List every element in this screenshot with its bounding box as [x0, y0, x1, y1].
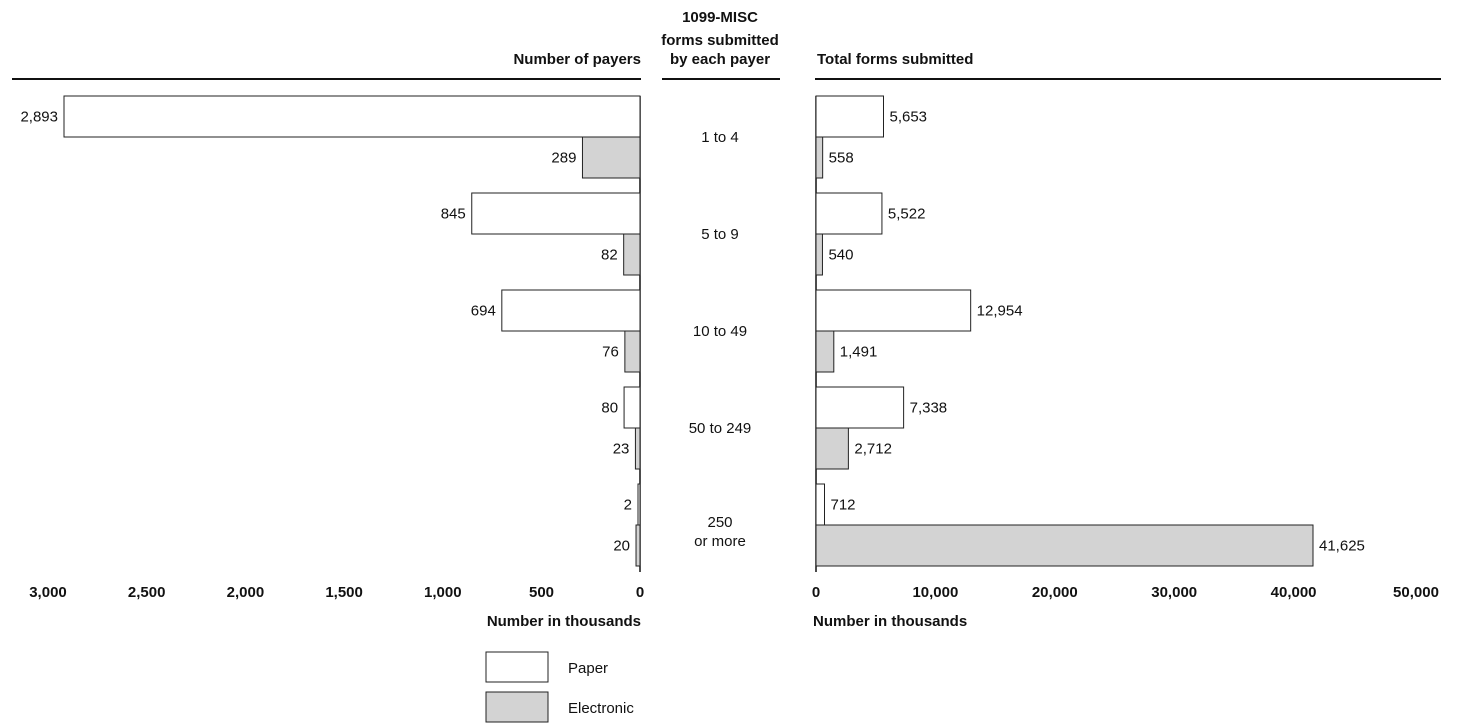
- forms-bar-paper-1-to-4: [815, 95, 884, 138]
- forms-bar-electronic-50-to-249: [815, 427, 849, 470]
- legend-electronic-label: Electronic: [568, 700, 634, 717]
- forms-bar-paper-50-to-249: [815, 386, 905, 429]
- center-header-line-2: forms submitted: [661, 32, 779, 49]
- forms-bar-paper-5-to-9: [815, 192, 883, 235]
- right-tick-group: 0 10,000 20,000 30,000 40,000 50,000: [812, 584, 1439, 601]
- payers-label-paper-5-to-9: 845: [441, 206, 466, 223]
- payers-label-electronic-1-to-4: 289: [551, 150, 576, 167]
- payers-bar-paper-50-to-249: [623, 386, 641, 429]
- payers-bar-paper-1-to-4: [63, 95, 641, 138]
- payers-label-paper-250-or-more: 2: [624, 497, 632, 514]
- right-tick-20-000: 20,000: [1032, 584, 1078, 601]
- legend-paper-swatch: [485, 651, 549, 683]
- category-label-1-to-4: 1 to 4: [701, 129, 739, 146]
- left-tick-1-500: 1,500: [325, 584, 363, 601]
- forms-bar-electronic-1-to-4: [815, 136, 824, 179]
- forms-bar-paper-250-or-more: [815, 483, 826, 526]
- forms-bar-electronic-5-to-9: [815, 233, 823, 276]
- payers-label-paper-10-to-49: 694: [471, 303, 496, 320]
- left-tick-2-000: 2,000: [227, 584, 265, 601]
- forms-label-paper-50-to-249: 7,338: [910, 400, 948, 417]
- forms-label-paper-1-to-4: 5,653: [889, 109, 927, 126]
- right-panel-title: Total forms submitted: [817, 51, 973, 68]
- right-tick-40-000: 40,000: [1271, 584, 1317, 601]
- left-tick-group: 3,000 2,500 2,000 1,500 1,000 500 0: [29, 584, 644, 601]
- payers-bar-paper-250-or-more: [637, 483, 641, 526]
- center-header-line-3: by each payer: [670, 51, 770, 68]
- center-header-line-1: 1099-MISC: [682, 9, 758, 26]
- right-tick-10-000: 10,000: [912, 584, 958, 601]
- forms-label-electronic-1-to-4: 558: [829, 150, 854, 167]
- right-tick-0: 0: [812, 584, 820, 601]
- left-tick-3-000: 3,000: [29, 584, 67, 601]
- category-label-250-or-more-line-1: 250: [707, 514, 732, 531]
- legend-electronic-swatch: [485, 691, 549, 723]
- left-tick-0: 0: [636, 584, 644, 601]
- payers-bar-electronic-1-to-4: [581, 136, 641, 179]
- category-label-50-to-249: 50 to 249: [689, 420, 752, 437]
- forms-label-electronic-5-to-9: 540: [828, 247, 853, 264]
- forms-label-paper-10-to-49: 12,954: [977, 303, 1023, 320]
- left-bar-group: 2,893 289 845 82 694 76 80 23 2 20: [20, 95, 641, 567]
- right-tick-30-000: 30,000: [1151, 584, 1197, 601]
- legend-paper-label: Paper: [568, 660, 608, 677]
- left-tick-500: 500: [529, 584, 554, 601]
- payers-label-electronic-10-to-49: 76: [602, 344, 619, 361]
- right-tick-50-000: 50,000: [1393, 584, 1439, 601]
- category-label-250-or-more-line-2: or more: [694, 533, 746, 550]
- forms-label-electronic-50-to-249: 2,712: [854, 441, 892, 458]
- left-tick-2-500: 2,500: [128, 584, 166, 601]
- forms-bar-electronic-250-or-more: [815, 524, 1314, 567]
- payers-label-electronic-5-to-9: 82: [601, 247, 618, 264]
- forms-label-electronic-250-or-more: 41,625: [1319, 538, 1365, 555]
- payers-label-electronic-250-or-more: 20: [613, 538, 630, 555]
- left-panel-title: Number of payers: [513, 51, 641, 68]
- left-axis-title: Number in thousands: [487, 613, 641, 630]
- payers-bar-electronic-10-to-49: [624, 330, 641, 373]
- forms-label-paper-250-or-more: 712: [831, 497, 856, 514]
- payers-label-paper-50-to-249: 80: [601, 400, 618, 417]
- category-label-10-to-49: 10 to 49: [693, 323, 747, 340]
- right-axis-title: Number in thousands: [813, 613, 967, 630]
- forms-bar-electronic-10-to-49: [815, 330, 835, 373]
- payers-bar-paper-5-to-9: [471, 192, 641, 235]
- forms-label-paper-5-to-9: 5,522: [888, 206, 926, 223]
- category-label-group: 1 to 4 5 to 9 10 to 49 50 to 249 250 or more: [689, 129, 752, 550]
- category-label-5-to-9: 5 to 9: [701, 226, 739, 243]
- left-tick-1-000: 1,000: [424, 584, 462, 601]
- payers-bar-electronic-250-or-more: [635, 524, 641, 567]
- payers-label-electronic-50-to-249: 23: [613, 441, 630, 458]
- payers-bar-electronic-50-to-249: [634, 427, 641, 470]
- payers-bar-electronic-5-to-9: [623, 233, 641, 276]
- right-bar-group: 5,653 558 5,522 540 12,954 1,491 7,338 2,712 712…: [815, 95, 1365, 567]
- forms-label-electronic-10-to-49: 1,491: [840, 344, 878, 361]
- payers-label-paper-1-to-4: 2,893: [20, 109, 58, 126]
- payers-bar-paper-10-to-49: [501, 289, 641, 332]
- forms-bar-paper-10-to-49: [815, 289, 972, 332]
